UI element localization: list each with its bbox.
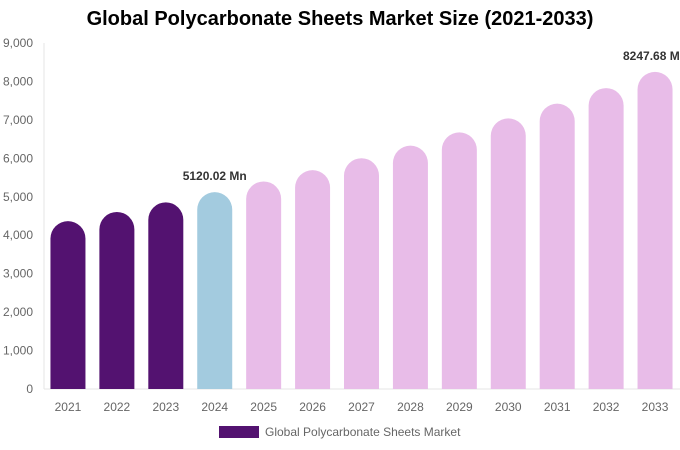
x-tick-label: 2023 (152, 400, 179, 414)
bar-2025 (246, 181, 282, 389)
chart-title: Global Polycarbonate Sheets Market Size … (86, 8, 594, 30)
y-tick-label: 9,000 (3, 36, 33, 50)
y-tick-label: 0 (26, 382, 33, 396)
y-tick-label: 2,000 (3, 305, 33, 319)
y-tick-label: 6,000 (3, 151, 33, 165)
x-tick-label: 2029 (446, 400, 473, 414)
y-tick-label: 1,000 (3, 344, 33, 358)
data-label-2024: 5120.02 Mn (183, 169, 247, 183)
legend-label: Global Polycarbonate Sheets Market (265, 425, 461, 439)
x-tick-label: 2026 (299, 400, 326, 414)
bar-2030 (490, 118, 526, 389)
bar-2033 (637, 71, 673, 390)
bar-2026 (295, 170, 331, 389)
bar-2032 (588, 88, 624, 389)
bar-2022 (99, 211, 135, 389)
bar-2028 (392, 145, 428, 389)
y-tick-label: 3,000 (3, 267, 33, 281)
x-tick-label: 2028 (397, 400, 424, 414)
bar-2029 (441, 132, 477, 389)
x-tick-label: 2030 (495, 400, 522, 414)
x-tick-label: 2024 (201, 400, 228, 414)
x-tick-label: 2027 (348, 400, 375, 414)
y-tick-label: 5,000 (3, 190, 33, 204)
bar-2024 (197, 192, 233, 389)
y-tick-label: 7,000 (3, 113, 33, 127)
x-tick-label: 2025 (250, 400, 277, 414)
x-tick-label: 2033 (642, 400, 669, 414)
bar-2031 (539, 103, 575, 389)
x-tick-label: 2022 (104, 400, 131, 414)
x-tick-label: 2032 (593, 400, 620, 414)
legend[interactable]: Global Polycarbonate Sheets Market (219, 425, 460, 439)
data-label-2033: 8247.68 Mn (623, 49, 680, 63)
x-tick-label: 2021 (55, 400, 82, 414)
legend-swatch (219, 426, 259, 438)
y-tick-label: 4,000 (3, 228, 33, 242)
bar-2027 (344, 158, 379, 389)
bar-2023 (148, 202, 184, 389)
y-tick-label: 8,000 (3, 74, 33, 88)
x-tick-label: 2031 (544, 400, 571, 414)
bar-2021 (50, 221, 86, 389)
